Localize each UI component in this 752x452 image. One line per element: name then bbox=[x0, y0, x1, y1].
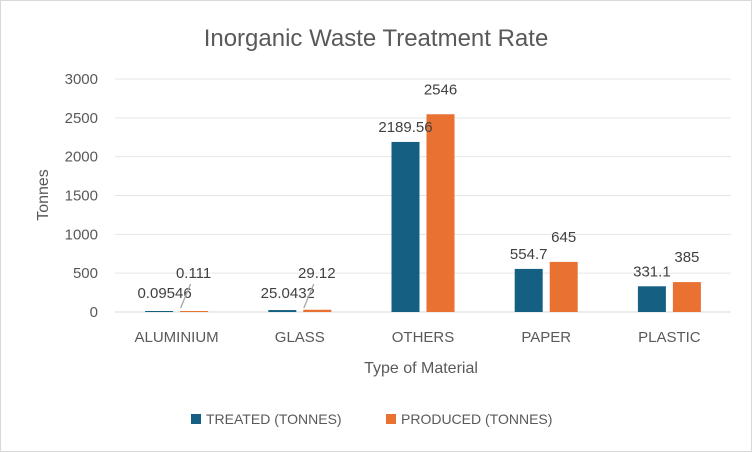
y-axis-title: Tonnes bbox=[35, 169, 52, 221]
legend-label: TREATED (TONNES) bbox=[206, 411, 342, 427]
gridlines bbox=[115, 78, 731, 313]
legend: TREATED (TONNES) PRODUCED (TONNES) bbox=[191, 411, 552, 427]
data-label: 0.111 bbox=[176, 265, 211, 282]
bar bbox=[514, 268, 543, 312]
bar bbox=[145, 311, 174, 312]
x-axis-ticks: ALUMINIUM GLASS OTHERS PAPER PLASTIC bbox=[135, 329, 701, 346]
y-tick-label: 3000 bbox=[65, 71, 98, 88]
data-label: 0.09546 bbox=[137, 285, 191, 302]
y-tick-label: 0 bbox=[90, 304, 98, 321]
bar bbox=[180, 311, 209, 312]
data-label: 29.12 bbox=[298, 265, 336, 282]
x-tick-label: PAPER bbox=[521, 329, 571, 346]
x-tick-label: GLASS bbox=[275, 329, 325, 346]
y-tick-label: 500 bbox=[73, 265, 98, 282]
x-tick-label: PLASTIC bbox=[638, 329, 701, 346]
chart-title: Inorganic Waste Treatment Rate bbox=[204, 25, 549, 52]
data-label: 2189.56 bbox=[378, 119, 432, 136]
y-axis-ticks: 0 500 1000 1500 2000 2500 3000 bbox=[65, 71, 98, 321]
bar bbox=[672, 282, 701, 312]
legend-label: PRODUCED (TONNES) bbox=[401, 411, 552, 427]
y-tick-label: 2500 bbox=[65, 110, 98, 127]
bar bbox=[391, 141, 420, 312]
bar bbox=[637, 286, 666, 312]
bar bbox=[268, 310, 297, 312]
legend-swatch bbox=[386, 414, 396, 424]
data-labels: 0.09546 0.111 25.0432 29.12 2189.56 2546 554.7… bbox=[137, 81, 699, 309]
x-tick-label: OTHERS bbox=[392, 329, 455, 346]
y-tick-label: 2000 bbox=[65, 149, 98, 166]
bar bbox=[426, 114, 455, 312]
data-label: 554.7 bbox=[510, 246, 548, 263]
data-label: 25.0432 bbox=[261, 285, 315, 302]
data-label: 331.1 bbox=[633, 263, 671, 280]
data-label-leader-line bbox=[180, 283, 192, 309]
bar bbox=[303, 309, 332, 312]
data-label-leader-line bbox=[303, 283, 315, 309]
x-axis-title: Type of Material bbox=[364, 360, 478, 377]
bar bbox=[549, 261, 578, 312]
legend-swatch bbox=[191, 414, 201, 424]
y-tick-label: 1500 bbox=[65, 188, 98, 205]
y-tick-label: 1000 bbox=[65, 226, 98, 243]
data-label: 2546 bbox=[424, 81, 457, 98]
data-label: 645 bbox=[551, 229, 576, 246]
bars bbox=[145, 114, 701, 312]
data-label: 385 bbox=[674, 249, 699, 266]
x-tick-label: ALUMINIUM bbox=[135, 329, 219, 346]
